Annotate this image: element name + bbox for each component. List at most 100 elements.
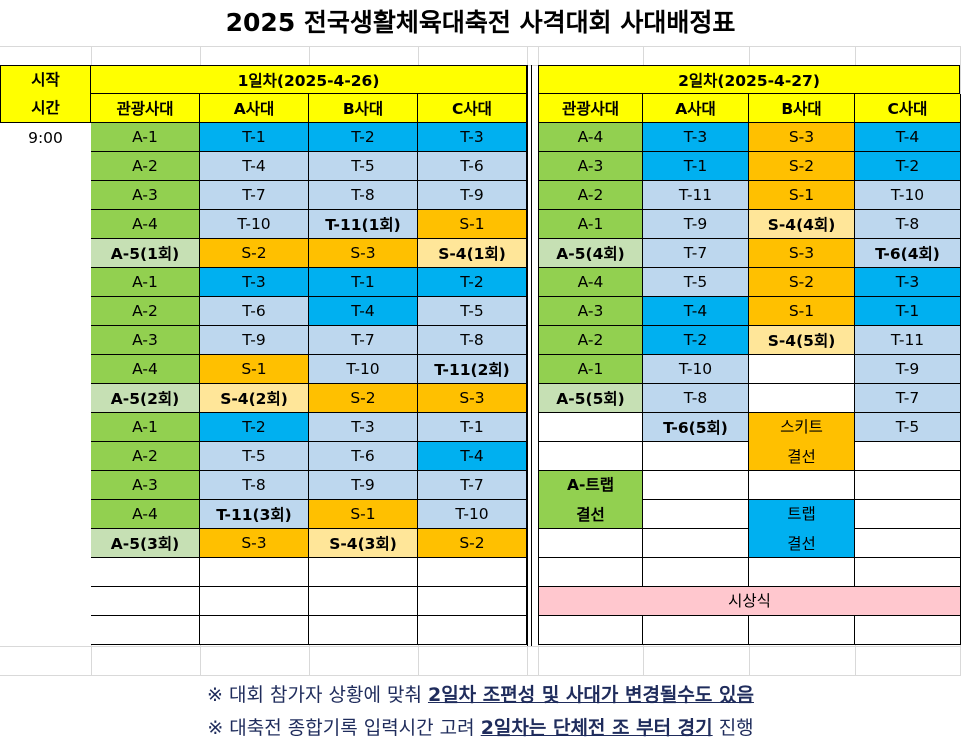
slot-label: A-2 [132,157,158,175]
day1-slot-cell: T-11(1회) [309,210,418,239]
day1-slot-cell: T-11(3회) [200,500,309,529]
day1-lane-header: C사대 [418,94,527,123]
day1-slot-cell: T-8 [418,326,527,355]
slot-label: T-1 [351,273,375,291]
slot-label: S-2 [788,157,815,175]
day2-slot-cell: T-10 [643,355,749,384]
day2-slot-cell [643,442,749,471]
day2-slot-cell [749,616,855,645]
gridline [0,646,961,647]
day2-header-label: 2일차(2025-4-27) [678,71,820,90]
lane-header-label: B사대 [342,100,384,118]
day1-slot-cell: T-3 [200,268,309,297]
day2-slot-cell: T-5 [643,268,749,297]
lane-header-label: A사대 [675,100,716,118]
slot-label: A-1 [132,128,158,146]
day2-slot-cell: A-5(5회) [538,384,643,413]
slot-label: T-5 [351,157,375,175]
day2-slot-cell [855,500,961,529]
day1-slot-cell: S-1 [418,210,527,239]
lane-header-label: C사대 [452,100,492,118]
merged-label: A-트랩 [567,475,614,494]
slot-label: T-11 [890,331,925,349]
day1-slot-cell: T-8 [200,471,309,500]
merged-label: 결선 [576,505,605,524]
day2-slot-cell [855,471,961,500]
day2-slot-cell: T-3 [855,268,961,297]
page-title: 2025 전국생활체육대축전 사격대회 사대배정표 [225,8,736,37]
slot-label: S-1 [241,360,267,378]
day1-slot-cell [200,616,309,645]
day1-slot-cell: T-6 [309,442,418,471]
day-divider-right [531,65,532,646]
day2-slot-cell: T-7 [643,239,749,268]
day2-slot-cell: A-1 [538,355,643,384]
day2-lane-header: C사대 [855,94,961,123]
day1-slot-cell: S-4(2회) [200,384,309,413]
day1-slot-cell: T-11(2회) [418,355,527,384]
day2-slot-cell: S-2 [749,152,855,181]
slot-label: A-1 [132,418,158,436]
slot-label: T-7 [351,331,375,349]
slot-label: T-2 [351,128,375,146]
slot-label: T-10 [455,505,489,523]
lane-header-label: C사대 [887,100,928,118]
slot-label: A-5(4회) [556,245,625,263]
day2-slot-cell [538,413,643,442]
day2-slot-cell: T-7 [855,384,961,413]
start-time-label-line1: 시작 [31,71,60,89]
slot-label: A-4 [132,505,158,523]
day1-slot-cell: T-4 [309,297,418,326]
day2-slot-cell: S-3 [749,123,855,152]
merged-label: 결선 [787,447,816,466]
slot-label: A-5(5회) [556,390,625,408]
slot-label: T-3 [683,128,708,146]
slot-label: T-9 [242,331,266,349]
slot-label: T-8 [895,215,920,233]
day1-slot-cell: T-9 [418,181,527,210]
slot-label: T-4 [895,128,920,146]
slot-label: T-1 [460,418,484,436]
day1-slot-cell: T-5 [418,297,527,326]
slot-label: T-2 [683,331,708,349]
slot-label: T-3 [351,418,375,436]
day1-slot-cell: T-4 [418,442,527,471]
slot-label: S-2 [350,389,376,407]
slot-label: A-3 [132,476,158,494]
slot-label: A-1 [577,360,604,378]
slot-label: A-5(1회) [110,245,180,263]
day2-slot-cell: T-10 [855,181,961,210]
day2-slot-cell [643,529,749,558]
slot-label: S-2 [459,534,485,552]
slot-label: A-2 [577,331,604,349]
day1-slot-cell: S-2 [418,529,527,558]
day2-slot-cell [643,471,749,500]
slot-label: T-11(1회) [325,216,401,234]
day1-slot-cell [91,558,200,587]
slot-label: T-4 [460,447,484,465]
day2-slot-cell: T-6(5회) [643,413,749,442]
day2-slot-cell: T-6(4회) [855,239,961,268]
slot-label: S-1 [788,302,815,320]
day2-lane-header: A사대 [643,94,749,123]
slot-label: T-6(5회) [663,419,728,437]
slot-label: T-3 [895,273,920,291]
slot-label: S-1 [788,186,815,204]
merged-label: 시상식 [728,592,771,610]
day1-slot-cell: A-2 [91,442,200,471]
day2-slot-cell: A-4 [538,123,643,152]
day2-slot-cell: T-2 [643,326,749,355]
day2-slot-cell: A-3 [538,297,643,326]
slot-label: T-10 [890,186,925,204]
day1-slot-cell: A-4 [91,355,200,384]
slot-label: S-4(1회) [438,245,506,263]
lane-header-label: 관광사대 [116,100,174,118]
slot-label: T-1 [683,157,708,175]
slot-label: T-3 [460,128,484,146]
day2-slot-cell: T-1 [643,152,749,181]
day1-slot-cell: S-3 [418,384,527,413]
day2-slot-cell: A-3 [538,152,643,181]
slot-label: T-5 [683,273,708,291]
day1-slot-cell: T-6 [200,297,309,326]
